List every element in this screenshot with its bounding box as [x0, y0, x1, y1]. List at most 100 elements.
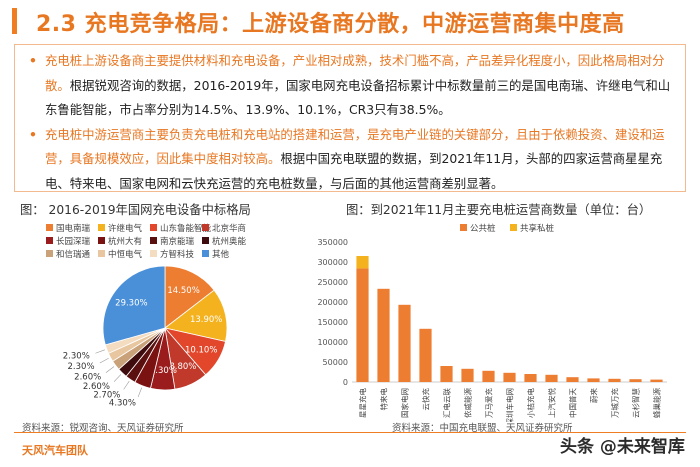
footer-divider: [14, 432, 686, 433]
legend-swatch: [150, 250, 157, 257]
legend-swatch: [202, 237, 209, 244]
bar-public: [356, 268, 369, 382]
pie-legend-item: 中恒电气: [98, 248, 142, 260]
bar-legend-label: 公共桩: [470, 223, 496, 234]
bar-public: [608, 378, 621, 382]
bar-legend-label: 共享私桩: [520, 223, 555, 234]
pie-slice-label: 10.10%: [185, 346, 217, 356]
legend-label: 长园深瑞: [56, 237, 91, 247]
legend-swatch: [150, 224, 157, 231]
pie-leader-line: [95, 349, 105, 354]
x-category-label: 万马爱充: [484, 388, 494, 418]
bar-private: [356, 256, 369, 269]
legend-swatch: [202, 224, 209, 231]
pie-slice-label: 2.30%: [63, 351, 90, 361]
pie-slice-label: 2.60%: [83, 382, 110, 392]
summary-box: • 充电桩上游设备商主要提供材料和充电设备，产业相对成熟，技术门槛不高，产品差异…: [14, 44, 686, 192]
pie-chart: 14.50%13.90%10.10%8.80%6.30%4.30%2.70%2.…: [63, 265, 228, 409]
pie-legend-item: 杭州奥能: [202, 235, 246, 247]
p2-highlight: 充电桩中游运营商主要负责充电桩和充电站的搭建和运营，是充电产业链的关键部分，且由…: [45, 126, 665, 167]
pie-slice-label: 8.80%: [169, 362, 196, 372]
x-category-label: 汇电云联: [442, 388, 452, 418]
summary-paragraph-1: • 充电桩上游设备商主要提供材料和充电设备，产业相对成熟，技术门槛不高，产品差异…: [29, 49, 675, 123]
x-category-label: 中国普天: [568, 388, 578, 418]
pie-legend-item: 山东鲁能智能: [150, 222, 211, 234]
legend-swatch: [98, 224, 105, 231]
y-tick-label: 250000: [317, 278, 348, 287]
pie-leader-line: [123, 380, 130, 390]
p1-highlight: 充电桩上游设备商主要提供材料和充电设备，产业相对成熟，技术门槛不高，产品差异化程…: [45, 53, 665, 93]
pie-legend-item: 许继电气: [98, 222, 142, 234]
y-tick-label: 300000: [317, 258, 348, 267]
legend-label: 中恒电气: [108, 250, 143, 260]
y-tick-label: 100000: [317, 338, 348, 347]
pie-legend-item: 北京华商: [202, 222, 246, 234]
legend-swatch: [150, 237, 157, 244]
pie-slice-label: 6.30%: [150, 366, 177, 376]
pie-legend-item: 南京能瑞: [150, 235, 194, 247]
x-category-label: 星星充电: [358, 388, 368, 418]
legend-swatch: [46, 224, 53, 231]
bar-public: [587, 378, 600, 382]
legend-swatch: [202, 250, 209, 257]
x-category-label: 万城万充: [610, 388, 620, 418]
legend-label: 和信瑞通: [56, 250, 91, 260]
p1-text: 根据锐观咨询的数据，2016-2019年，国家电网充电设备招标累计中标数量前三的…: [45, 77, 671, 118]
legend-label: 杭州大有: [108, 237, 143, 247]
legend-swatch: [46, 237, 53, 244]
bar-public: [566, 377, 579, 382]
bar-chart: 公共桩 共享私桩 0 50000 100000 150000 200000 250000 300…: [317, 223, 667, 422]
x-category-label: 云快充: [421, 388, 431, 411]
p2-text: 根据中国充电联盟的数据，到2021年11月，头部的四家运营商星星充电、特来电、国…: [45, 151, 663, 191]
legend-label: 杭州奥能: [212, 237, 247, 247]
legend-label: 北京华商: [212, 224, 247, 234]
right-figure-title: 图：到2021年11月主要充电桩运营商数量（单位：台）: [346, 203, 652, 217]
pie-slice-label: 14.50%: [167, 286, 199, 296]
bar-legend-swatch: [460, 224, 467, 231]
legend-swatch: [98, 237, 105, 244]
legend-swatch: [46, 250, 53, 257]
legend-label: 其他: [212, 250, 230, 260]
bar-public: [650, 379, 663, 382]
bar-public: [461, 368, 474, 382]
x-category-label: 蜂巢能源: [652, 388, 662, 418]
legend-label: 方智科技: [160, 250, 195, 260]
left-figure-title: 图： 2016-2019年国网充电设备中标格局: [20, 203, 251, 217]
pie-legend-item: 国电南瑞: [46, 222, 90, 234]
page-title: 2.3 充电竞争格局：上游设备商分散，中游运营商集中度高: [36, 12, 625, 37]
legend-label: 南京能瑞: [160, 237, 195, 247]
y-tick-label: 350000: [317, 238, 348, 247]
pie-slice: [164, 265, 215, 329]
pie-slice: [164, 289, 228, 342]
bar-public: [398, 304, 411, 382]
pie-legend-item: 其他: [202, 248, 229, 260]
pie-slice-label: 2.30%: [68, 362, 95, 372]
title-bar: 2.3 充电竞争格局：上游设备商分散，中游运营商集中度高: [0, 0, 700, 42]
bar-public: [545, 374, 558, 382]
x-category-label: 小桔充电: [526, 388, 536, 418]
left-source: 资料来源：锐观咨询、天风证券研究所: [22, 423, 184, 434]
bar-public: [377, 288, 390, 382]
bar-public: [419, 328, 432, 382]
y-tick-label: 150000: [317, 318, 348, 327]
pie-slice-label: 4.30%: [109, 399, 136, 409]
pie-legend-item: 和信瑞通: [46, 248, 90, 260]
x-category-label: 蔚来: [589, 388, 599, 403]
pie-slice-label: 13.90%: [190, 315, 222, 325]
bar-public: [629, 379, 642, 382]
bar-public: [524, 374, 537, 382]
x-category-label: 国家电网: [400, 388, 410, 418]
watermark: 头条 @未来智库: [560, 437, 685, 457]
pie-legend-item: 方智科技: [150, 248, 194, 260]
pie-leader-line: [137, 387, 143, 398]
bar-legend-swatch: [510, 224, 517, 231]
pie-legend-item: 杭州大有: [98, 235, 142, 247]
bar-public: [440, 366, 453, 382]
bar-public: [482, 370, 495, 382]
pie-legend-item: 长园深瑞: [46, 235, 90, 247]
x-category-label: 云杉智慧: [631, 388, 641, 418]
pie-slice-label: 2.60%: [74, 372, 101, 382]
legend-label: 山东鲁能智能: [160, 224, 212, 234]
pie-leader-line: [99, 358, 109, 364]
x-category-label: 上汽安悦: [547, 388, 557, 418]
